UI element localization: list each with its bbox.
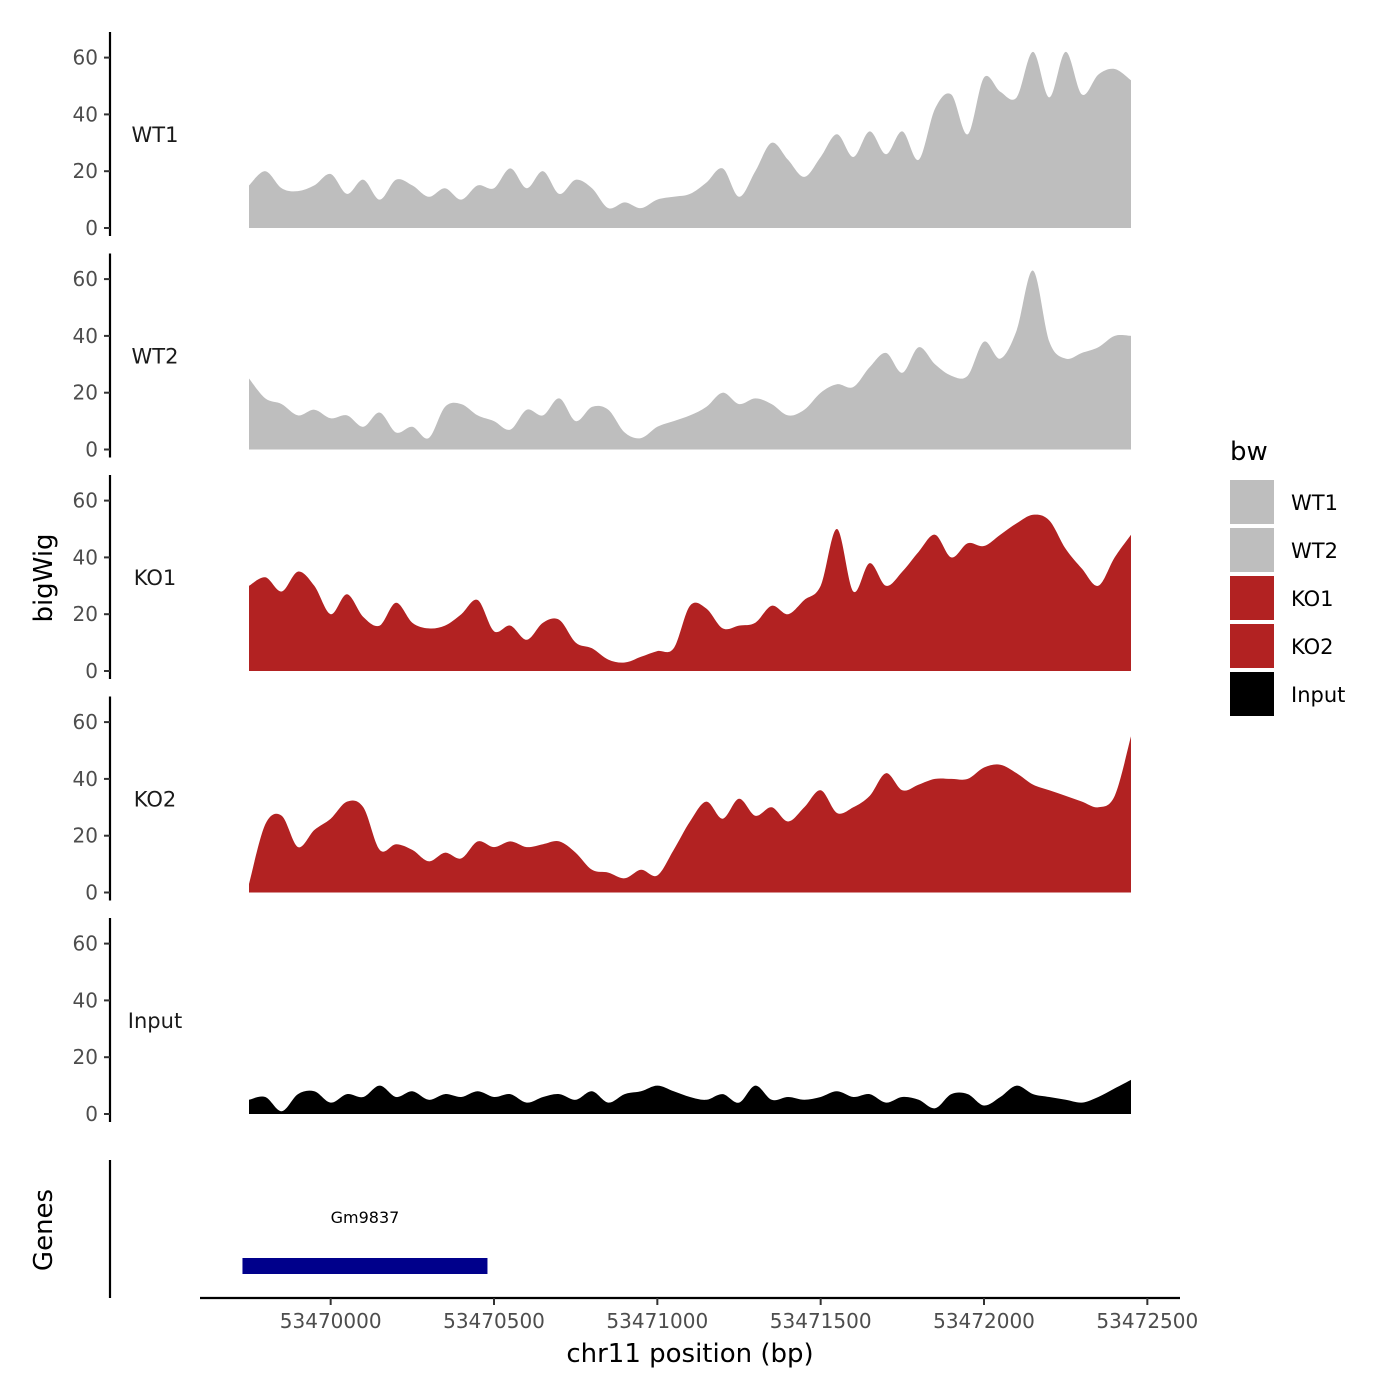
legend-swatch	[1230, 528, 1274, 572]
x-tick-label: 53472500	[1096, 1309, 1198, 1333]
y-tick-label: 60	[73, 267, 98, 291]
y-tick-label: 40	[73, 545, 98, 569]
y-tick-label: 20	[73, 824, 98, 848]
legend-label: WT2	[1291, 539, 1338, 563]
y-tick-label: 40	[73, 102, 98, 126]
coverage-area	[249, 736, 1131, 893]
gene-track: Gm9837	[108, 1160, 488, 1298]
legend-swatch	[1230, 672, 1274, 716]
y-tick-label: 60	[73, 932, 98, 956]
coverage-tracks: 0 20 40 60 WT1 0 20 40 60 WT2 0 20 40 60 KO1 0 20 40 60 KO2…	[73, 32, 1131, 1126]
legend-swatch	[1230, 480, 1274, 524]
x-axis-title: chr11 position (bp)	[566, 1339, 813, 1369]
track-label: WT2	[132, 345, 179, 369]
legend-label: KO2	[1291, 635, 1334, 659]
y-axis-title: bigWig	[29, 533, 59, 622]
y-tick-label: 0	[85, 216, 98, 240]
gene-bar	[242, 1258, 488, 1274]
y-tick-label: 0	[85, 1102, 98, 1126]
y-tick-label: 60	[73, 489, 98, 513]
coverage-area	[249, 51, 1131, 229]
legend-label: Input	[1291, 683, 1345, 707]
track-input: 0 20 40 60 Input	[73, 918, 1131, 1126]
y-tick-label: 20	[73, 159, 98, 183]
x-tick-label: 53470000	[280, 1309, 382, 1333]
legend-label: WT1	[1291, 491, 1338, 515]
track-ko2: 0 20 40 60 KO2	[73, 696, 1131, 905]
y-tick-label: 60	[73, 46, 98, 70]
legend: bw WT1 WT2 KO1 KO2 Input	[1230, 437, 1345, 716]
coverage-area	[249, 514, 1131, 671]
track-wt1: 0 20 40 60 WT1	[73, 32, 1131, 240]
coverage-area	[249, 270, 1131, 450]
track-label: Input	[128, 1009, 182, 1033]
y-tick-label: 0	[85, 881, 98, 905]
y-tick-label: 0	[85, 659, 98, 683]
y-tick-label: 40	[73, 988, 98, 1012]
y-tick-label: 60	[73, 710, 98, 734]
y-tick-label: 20	[73, 602, 98, 626]
gene-label: Gm9837	[331, 1208, 400, 1227]
coverage-area	[249, 1079, 1131, 1114]
x-axis: 53470000 53470500 53471000 53471500 53472000…	[200, 1296, 1198, 1333]
legend-label: KO1	[1291, 587, 1334, 611]
x-tick-label: 53472000	[933, 1309, 1035, 1333]
x-tick-label: 53471500	[770, 1309, 872, 1333]
legend-swatch	[1230, 576, 1274, 620]
legend-title: bw	[1230, 437, 1268, 467]
legend-swatch	[1230, 624, 1274, 668]
y-tick-label: 0	[85, 438, 98, 462]
track-label: WT1	[132, 123, 179, 147]
track-label: KO1	[134, 566, 177, 590]
y-tick-label: 40	[73, 767, 98, 791]
x-tick-label: 53470500	[443, 1309, 545, 1333]
track-ko1: 0 20 40 60 KO1	[73, 475, 1131, 683]
y-tick-label: 20	[73, 381, 98, 405]
track-wt2: 0 20 40 60 WT2	[73, 253, 1131, 462]
genes-axis-title: Genes	[29, 1189, 59, 1271]
y-tick-label: 20	[73, 1045, 98, 1069]
y-tick-label: 40	[73, 324, 98, 348]
x-tick-label: 53471000	[606, 1309, 708, 1333]
track-label: KO2	[134, 788, 177, 812]
